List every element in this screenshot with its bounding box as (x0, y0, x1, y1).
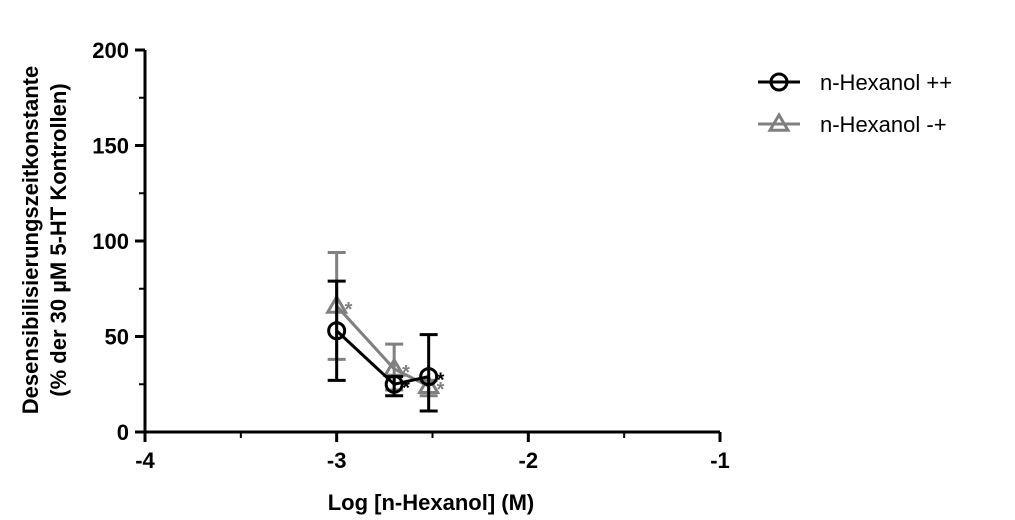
legend-item: n-Hexanol ++ (758, 70, 952, 95)
data-point (384, 374, 404, 394)
legend: n-Hexanol ++ n-Hexanol -+ (758, 70, 952, 137)
y-tick-label: 200 (92, 38, 129, 63)
x-axis-title: Log [n-Hexanol] (M) (328, 490, 535, 515)
series-0: * * (327, 279, 445, 413)
legend-marker (767, 112, 791, 132)
significance-marker: * (402, 377, 410, 399)
y-tick-label: 100 (92, 229, 129, 254)
significance-marker: * (345, 299, 353, 321)
x-tick-label: -1 (710, 448, 730, 473)
significance-marker: * (437, 370, 445, 392)
significance-marker: * (402, 362, 410, 384)
data-point (419, 367, 439, 387)
y-tick-label: 0 (117, 420, 129, 445)
y-tick-label: 150 (92, 134, 129, 159)
y-tick-label: 50 (105, 325, 129, 350)
legend-label: n-Hexanol -+ (820, 112, 947, 137)
data-point (327, 321, 347, 341)
x-tick-label: -2 (519, 448, 539, 473)
legend-marker (769, 72, 789, 92)
legend-label: n-Hexanol ++ (820, 70, 952, 95)
series-layer: **** * (325, 250, 445, 413)
y-axis-title-line2: (% der 30 µM 5-HT Kontrollen) (46, 83, 71, 396)
y-axis-title-line1: Desensibilisierungszeitkonstante (18, 66, 43, 414)
x-tick-label: -4 (135, 448, 155, 473)
significance-marker: * (437, 379, 445, 401)
legend-item: n-Hexanol -+ (758, 112, 947, 137)
axes: 0 50 100 150 200 -4 -3 -2 -1 (92, 38, 730, 473)
x-tick-label: -3 (327, 448, 347, 473)
